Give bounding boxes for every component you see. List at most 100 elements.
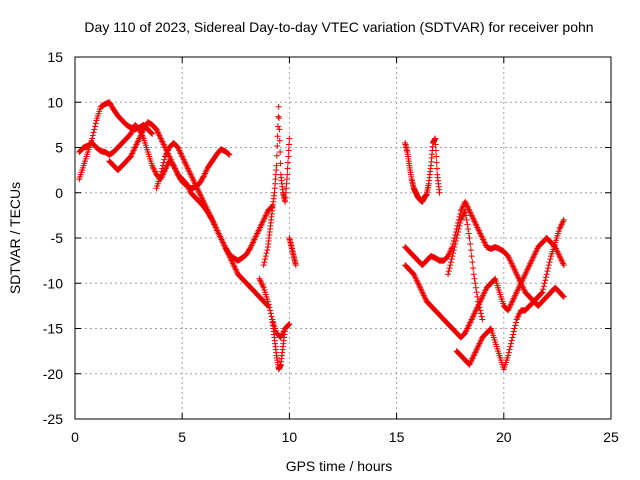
data-point [451, 244, 458, 251]
y-tick-label: 0 [55, 185, 63, 201]
data-point [274, 133, 281, 140]
data-point [432, 141, 439, 148]
data-point [466, 235, 473, 241]
series-track-4 [153, 139, 276, 264]
data-point [277, 160, 284, 167]
data-point [472, 280, 479, 287]
data-point [507, 340, 514, 347]
data-markers [76, 99, 567, 373]
data-point [453, 235, 460, 241]
data-point [477, 310, 484, 317]
grid [75, 57, 611, 419]
data-point [545, 265, 552, 272]
data-point [92, 123, 99, 130]
data-point [478, 313, 485, 320]
y-tick-label: 15 [47, 49, 63, 65]
data-point [292, 262, 299, 269]
data-point [157, 171, 164, 178]
data-point [543, 271, 550, 278]
series-track-13 [445, 207, 486, 323]
data-point [467, 241, 474, 248]
data-point [447, 262, 454, 269]
data-point [449, 253, 456, 260]
data-point [475, 298, 482, 305]
data-point [92, 120, 99, 127]
data-point [450, 247, 457, 254]
data-point [560, 216, 567, 223]
data-point [432, 147, 439, 154]
data-point [538, 290, 545, 297]
data-point [247, 245, 254, 252]
data-point [262, 253, 269, 260]
data-point [161, 156, 168, 163]
data-point [450, 250, 457, 257]
data-point [225, 151, 232, 158]
data-point [510, 331, 517, 338]
data-point [544, 268, 551, 275]
data-point [90, 129, 97, 136]
data-point [446, 265, 453, 272]
data-point [474, 293, 481, 300]
data-point [512, 319, 519, 326]
y-tick-label: -25 [43, 411, 63, 427]
data-point [160, 159, 167, 166]
data-point [507, 343, 514, 350]
data-point [479, 316, 486, 323]
data-point [286, 141, 293, 148]
data-point [455, 225, 462, 232]
data-point [462, 207, 469, 214]
data-point [273, 162, 280, 169]
data-point [505, 352, 512, 359]
data-point [285, 147, 292, 154]
data-point [456, 222, 463, 229]
data-point [547, 256, 554, 263]
data-point [433, 159, 440, 166]
data-point [476, 304, 483, 311]
data-point [275, 113, 282, 120]
y-tick-label: -20 [43, 366, 63, 382]
data-point [454, 231, 461, 238]
data-point [149, 130, 156, 137]
data-point [267, 307, 274, 314]
data-point [274, 142, 281, 149]
y-tick-label: 10 [47, 94, 63, 110]
data-point [463, 216, 470, 223]
x-tick-label: 15 [389, 429, 405, 445]
data-point [470, 271, 477, 278]
data-point [467, 247, 474, 254]
data-point [91, 126, 98, 133]
y-axis-label: SDTVAR / TECUs [7, 182, 23, 294]
data-point [511, 325, 518, 332]
data-point [276, 126, 283, 133]
data-point [540, 283, 547, 290]
data-point [542, 274, 549, 281]
data-point [560, 293, 567, 300]
data-point [510, 328, 517, 335]
series-track-6 [260, 103, 293, 269]
data-point [473, 289, 480, 296]
data-point [275, 103, 282, 110]
data-point [276, 115, 283, 122]
data-point [284, 171, 291, 178]
data-point [433, 165, 440, 172]
y-tick-label: -10 [43, 275, 63, 291]
data-point [457, 219, 464, 226]
data-point [433, 153, 440, 160]
data-point [277, 149, 284, 156]
data-point [546, 259, 553, 266]
data-point [274, 123, 281, 130]
x-tick-label: 0 [71, 429, 79, 445]
data-point [264, 247, 271, 254]
data-point [465, 225, 472, 232]
data-point [448, 256, 455, 263]
data-point [465, 230, 472, 237]
data-point [477, 307, 484, 314]
data-point [455, 228, 462, 235]
chart-title: Day 110 of 2023, Sidereal Day-to-day VTE… [84, 19, 593, 35]
data-point [452, 238, 459, 245]
series-track-2 [76, 121, 233, 192]
data-point [282, 325, 289, 332]
data-point [462, 212, 469, 219]
data-point [560, 262, 567, 269]
